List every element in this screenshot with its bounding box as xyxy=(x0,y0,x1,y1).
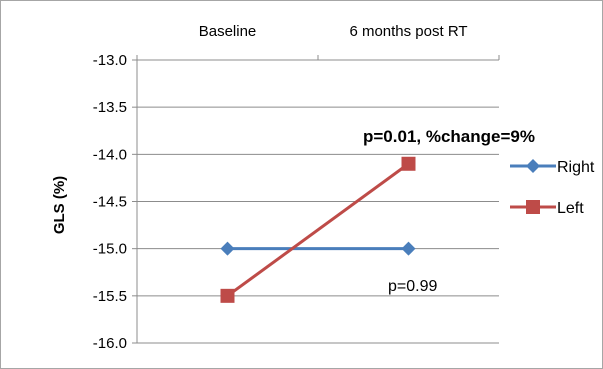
series-group xyxy=(220,156,416,303)
axes xyxy=(132,55,500,344)
category-label: 6 months post RT xyxy=(349,23,467,40)
annotation-right-change: p=0.99 xyxy=(388,278,437,295)
legend-marker-right xyxy=(526,159,540,173)
category-label: Baseline xyxy=(199,23,257,40)
y-tick-label: -15.0 xyxy=(93,241,127,258)
y-tick-label: -15.5 xyxy=(93,288,127,305)
y-tick-label: -13.0 xyxy=(93,52,127,69)
annotation-left-change: p=0.01, %change=9% xyxy=(363,127,535,146)
data-point-left xyxy=(220,288,235,303)
legend-label-right: Right xyxy=(557,159,595,176)
gridlines xyxy=(137,59,499,344)
legend: Right Left xyxy=(510,159,595,217)
data-point-right xyxy=(220,241,235,256)
y-tick-labels: -13.0 -13.5 -14.0 -14.5 -15.0 -15.5 -16.0 xyxy=(93,52,127,352)
series-line-left xyxy=(226,162,410,298)
data-point-right xyxy=(401,241,416,256)
legend-marker-left xyxy=(526,200,540,214)
data-point-left xyxy=(401,156,416,171)
y-axis-title: GLS (%) xyxy=(51,176,68,234)
y-tick-label: -14.0 xyxy=(93,146,127,163)
legend-label-left: Left xyxy=(557,200,584,217)
category-labels: Baseline 6 months post RT xyxy=(199,23,468,40)
y-tick-label: -16.0 xyxy=(93,335,127,352)
y-tick-label: -14.5 xyxy=(93,194,127,211)
y-tick-label: -13.5 xyxy=(93,99,127,116)
